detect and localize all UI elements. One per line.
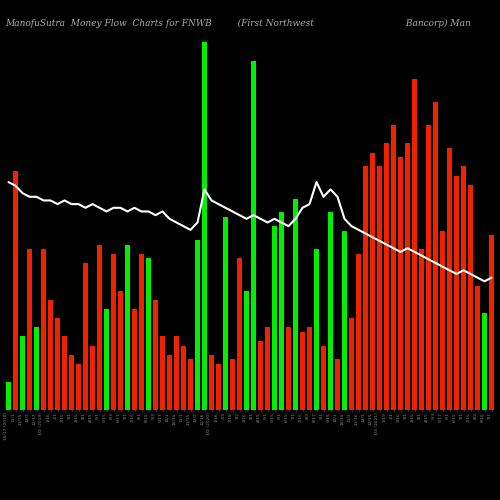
Bar <box>244 290 249 410</box>
Bar <box>188 360 193 410</box>
Bar <box>111 254 116 410</box>
Bar <box>489 236 494 410</box>
Bar <box>97 244 102 410</box>
Bar <box>391 125 396 410</box>
Bar <box>419 249 424 410</box>
Bar <box>454 176 459 410</box>
Bar <box>300 332 305 410</box>
Bar <box>363 166 368 410</box>
Bar <box>370 152 375 410</box>
Bar <box>314 249 319 410</box>
Bar <box>34 328 39 410</box>
Bar <box>181 346 186 410</box>
Bar <box>433 102 438 410</box>
Bar <box>237 258 242 410</box>
Bar <box>48 300 53 410</box>
Bar <box>475 286 480 410</box>
Bar <box>195 240 200 410</box>
Bar <box>27 249 32 410</box>
Bar <box>447 148 452 410</box>
Bar <box>146 258 151 410</box>
Bar <box>342 231 347 410</box>
Bar <box>139 254 144 410</box>
Bar <box>251 60 256 410</box>
Bar <box>279 212 284 410</box>
Bar <box>174 336 179 410</box>
Bar <box>202 42 207 410</box>
Bar <box>160 336 165 410</box>
Bar <box>83 263 88 410</box>
Bar <box>272 226 277 410</box>
Bar <box>69 355 74 410</box>
Bar <box>258 341 263 410</box>
Bar <box>118 290 123 410</box>
Bar <box>349 318 354 410</box>
Bar <box>377 166 382 410</box>
Bar <box>216 364 221 410</box>
Bar <box>90 346 95 410</box>
Bar <box>76 364 81 410</box>
Bar <box>328 212 333 410</box>
Bar <box>412 79 417 410</box>
Bar <box>153 300 158 410</box>
Bar <box>286 328 291 410</box>
Bar <box>440 231 445 410</box>
Bar <box>6 382 11 410</box>
Bar <box>55 318 60 410</box>
Bar <box>223 217 228 410</box>
Bar <box>293 198 298 410</box>
Bar <box>167 355 172 410</box>
Bar <box>307 328 312 410</box>
Bar <box>125 244 130 410</box>
Bar <box>13 171 18 410</box>
Bar <box>482 314 487 410</box>
Bar <box>20 336 25 410</box>
Bar <box>265 328 270 410</box>
Bar <box>104 309 109 410</box>
Bar <box>335 360 340 410</box>
Bar <box>230 360 235 410</box>
Bar <box>209 355 214 410</box>
Bar <box>356 254 361 410</box>
Bar <box>461 166 466 410</box>
Bar <box>426 125 431 410</box>
Bar <box>41 249 46 410</box>
Text: ManofuSutra  Money Flow  Charts for FNWB         (First Northwest               : ManofuSutra Money Flow Charts for FNWB (… <box>5 18 471 28</box>
Bar <box>468 185 473 410</box>
Bar <box>405 144 410 410</box>
Bar <box>384 144 389 410</box>
Bar <box>132 309 137 410</box>
Bar <box>62 336 67 410</box>
Bar <box>321 346 326 410</box>
Bar <box>398 157 403 410</box>
